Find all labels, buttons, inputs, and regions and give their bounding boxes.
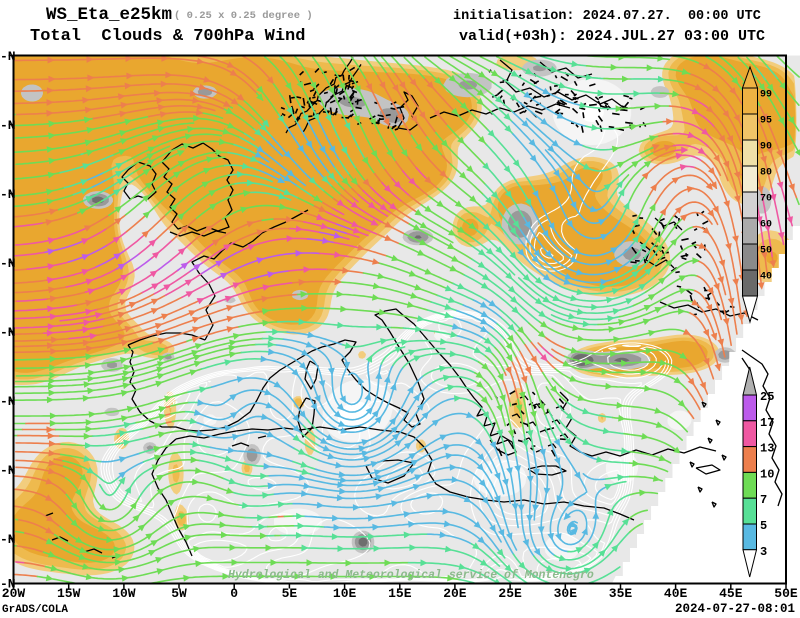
svg-text:GrADS/COLA: GrADS/COLA [2, 604, 68, 616]
svg-text:-N: -N [0, 187, 16, 202]
svg-text:40: 40 [760, 272, 772, 283]
svg-text:50: 50 [760, 246, 772, 257]
svg-text:20W: 20W [2, 586, 26, 601]
svg-text:13: 13 [760, 442, 774, 456]
svg-text:-N: -N [0, 256, 16, 271]
svg-text:2024-07-27-08:01: 2024-07-27-08:01 [675, 602, 795, 616]
svg-text:35E: 35E [609, 586, 633, 601]
svg-text:99: 99 [760, 90, 772, 101]
svg-text:50E: 50E [774, 586, 798, 601]
svg-text:20E: 20E [443, 586, 467, 601]
svg-text:valid(+03h): 2024.JUL.27 03:00: valid(+03h): 2024.JUL.27 03:00 UTC [459, 28, 765, 45]
svg-text:( 0.25 x 0.25 degree ): ( 0.25 x 0.25 degree ) [174, 10, 313, 22]
svg-text:60: 60 [760, 220, 772, 231]
svg-text:7: 7 [760, 493, 767, 507]
svg-text:80: 80 [760, 168, 772, 179]
svg-text:Hydrological and Meteorologica: Hydrological and Meteorological service … [228, 569, 594, 582]
svg-text:15E: 15E [388, 586, 412, 601]
svg-text:5E: 5E [282, 586, 298, 601]
svg-text:90: 90 [760, 142, 772, 153]
svg-text:40E: 40E [664, 586, 688, 601]
svg-text:17: 17 [760, 416, 774, 430]
svg-text:10W: 10W [112, 586, 136, 601]
svg-text:-N: -N [0, 49, 16, 64]
svg-text:Total Clouds & 700hPa Wind: Total Clouds & 700hPa Wind [30, 27, 305, 46]
svg-text:-N: -N [0, 118, 16, 133]
svg-text:10: 10 [760, 467, 774, 481]
svg-text:3: 3 [760, 545, 767, 559]
svg-text:30E: 30E [554, 586, 578, 601]
svg-text:WS_Eta_e25km: WS_Eta_e25km [46, 5, 172, 25]
svg-text:-N: -N [0, 532, 16, 547]
svg-text:95: 95 [760, 116, 772, 127]
svg-text:5: 5 [760, 519, 767, 533]
svg-text:10E: 10E [333, 586, 357, 601]
svg-text:45E: 45E [719, 586, 743, 601]
svg-text:initialisation: 2024.07.27. 0: initialisation: 2024.07.27. 00:00 UTC [453, 9, 761, 24]
svg-text:-N: -N [0, 463, 16, 478]
svg-text:-N: -N [0, 325, 16, 340]
svg-text:-N: -N [0, 577, 16, 592]
svg-text:15W: 15W [57, 586, 81, 601]
svg-text:0: 0 [230, 586, 238, 601]
svg-text:5W: 5W [171, 586, 187, 601]
svg-text:25: 25 [760, 390, 774, 404]
svg-text:-N: -N [0, 394, 16, 409]
svg-text:25E: 25E [498, 586, 522, 601]
svg-text:70: 70 [760, 194, 772, 205]
